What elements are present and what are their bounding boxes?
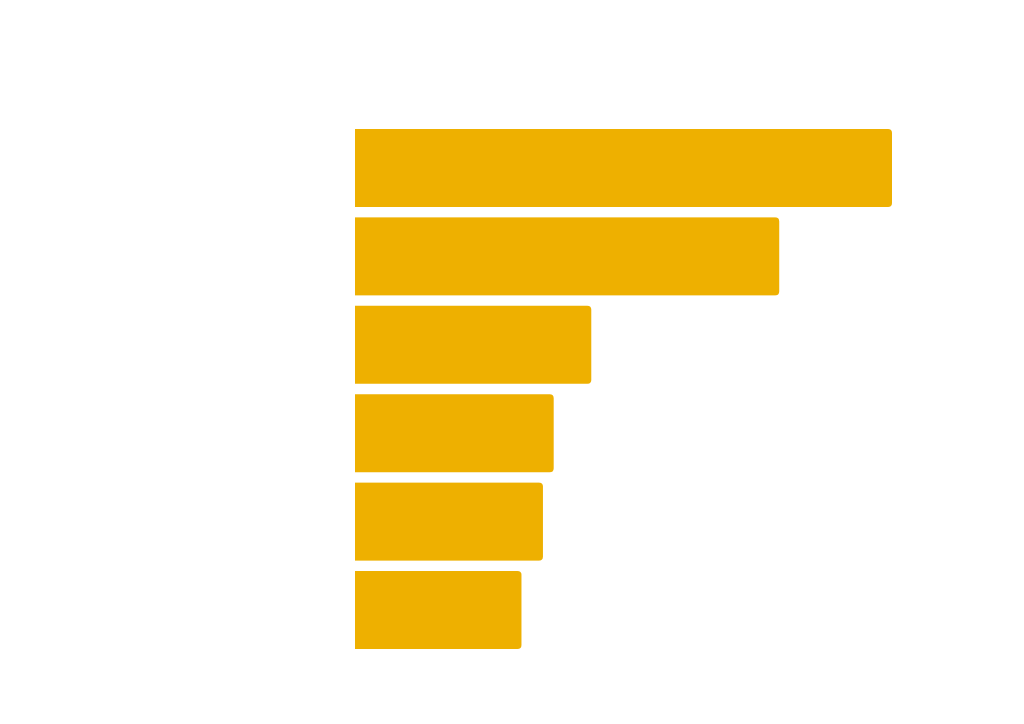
bar [355, 129, 892, 207]
bar [355, 482, 543, 561]
bar [355, 571, 522, 649]
bar [355, 217, 780, 296]
bar [355, 305, 592, 384]
bar [355, 394, 554, 473]
